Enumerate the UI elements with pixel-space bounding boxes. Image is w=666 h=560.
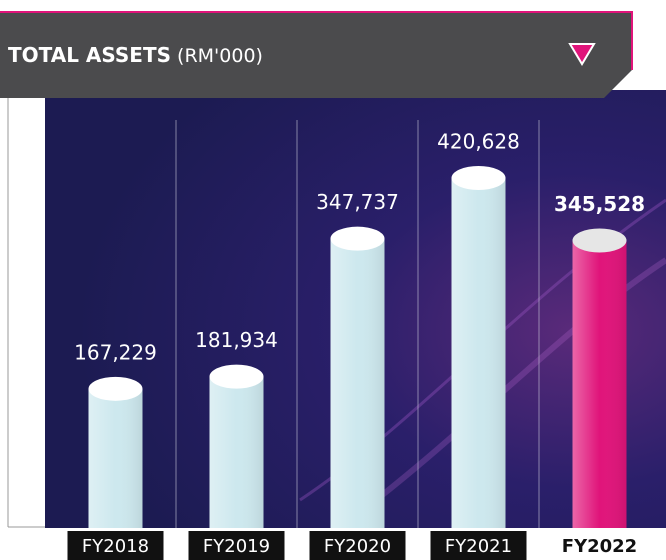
- value-label: 181,934: [195, 328, 278, 352]
- title-unit: (RM'000): [177, 45, 263, 67]
- header-border: [0, 11, 633, 70]
- bar-cap: [451, 166, 506, 190]
- bar-shade: [88, 388, 143, 528]
- title-text: TOTAL ASSETS: [8, 43, 171, 67]
- value-label: 347,737: [316, 190, 399, 214]
- x-label-box: [309, 531, 406, 560]
- value-label: 345,528: [554, 192, 645, 216]
- bar-cap: [209, 364, 264, 389]
- value-label: 167,229: [74, 340, 157, 364]
- header-band: [0, 12, 632, 98]
- x-tick-label: FY2021: [445, 536, 512, 557]
- x-label-box: [188, 531, 285, 560]
- bar-shade: [330, 238, 385, 529]
- chart-title: TOTAL ASSETS (RM'000): [8, 43, 263, 67]
- x-tick-label: FY2022: [562, 536, 637, 557]
- x-label-box: [430, 531, 527, 560]
- x-label-box: [551, 531, 648, 560]
- x-tick-label: FY2020: [324, 536, 391, 557]
- bar-cap: [88, 376, 143, 401]
- bar-shade: [209, 376, 264, 528]
- bar-cap: [330, 226, 385, 251]
- value-label: 420,628: [437, 130, 520, 154]
- bar-shade: [572, 240, 627, 528]
- x-tick-label: FY2019: [203, 536, 270, 557]
- bar-shade: [451, 178, 506, 528]
- dropdown-icon[interactable]: [568, 43, 596, 66]
- x-label-box: [67, 531, 164, 560]
- bar-cap: [572, 228, 627, 253]
- x-tick-label: FY2018: [82, 536, 149, 557]
